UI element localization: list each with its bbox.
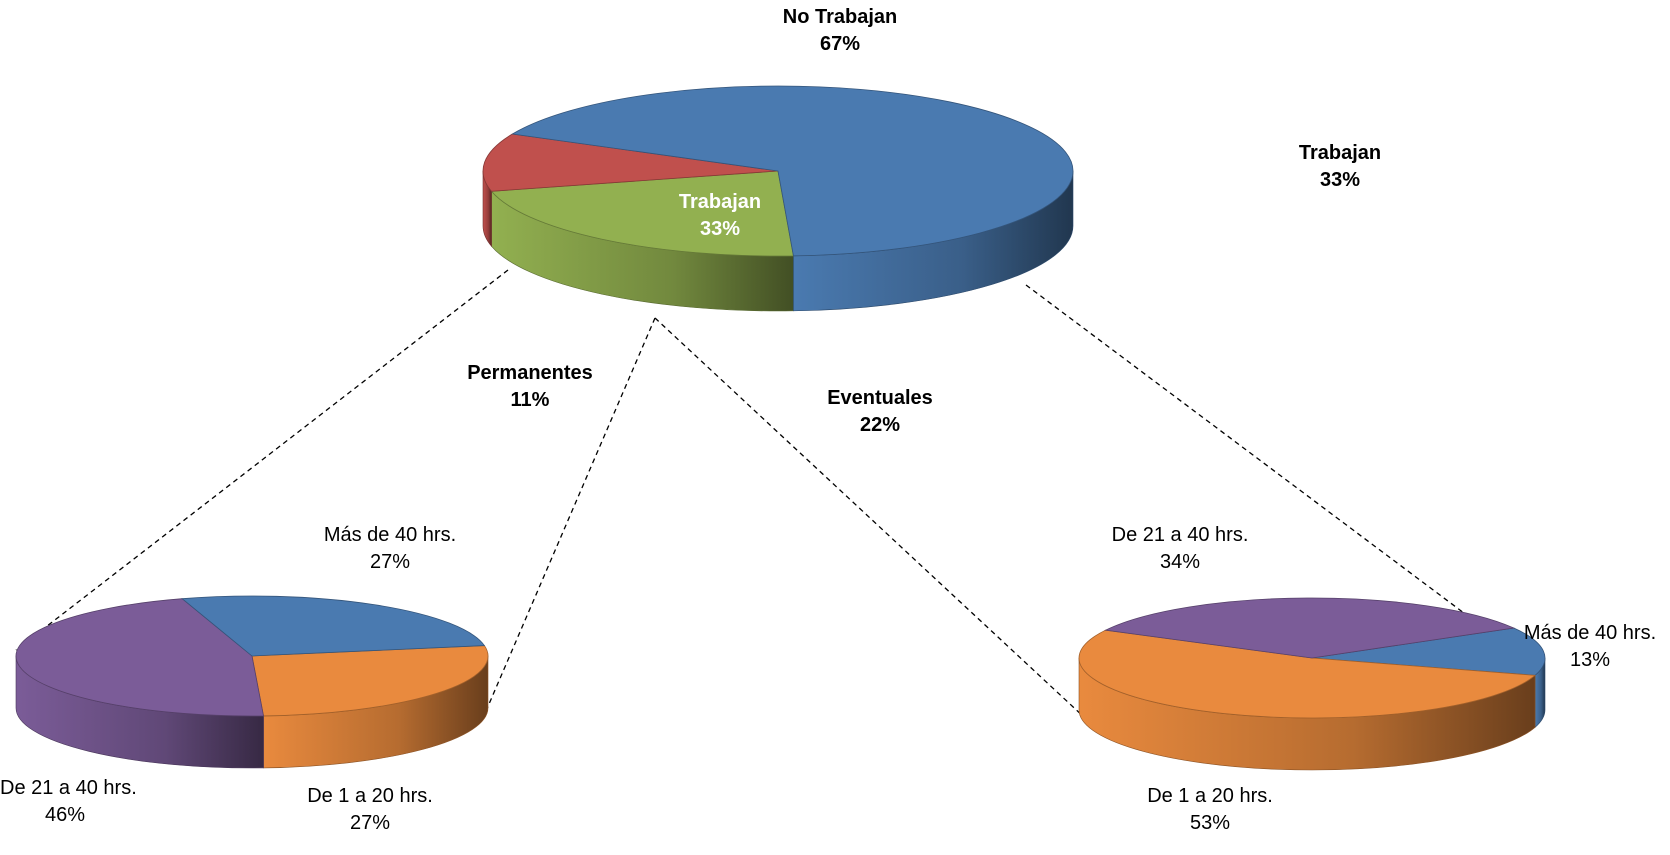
event-pie — [1078, 597, 1546, 771]
label-no-trabajan: No Trabajan 67% — [782, 6, 898, 55]
label-eventuales: Eventuales 22% — [827, 387, 933, 436]
label-perm-mas-40: Más de 40 hrs. 27% — [323, 524, 457, 573]
label-trabajan-outer: Trabajan 33% — [1298, 142, 1382, 191]
slice-perm-mas-40-top — [181, 595, 486, 657]
label-perm-1-20: De 1 a 20 hrs. 27% — [307, 785, 433, 834]
label-permanentes: Permanentes 11% — [467, 362, 593, 411]
label-event-mas-40: Más de 40 hrs. 13% — [1523, 622, 1657, 671]
slice-event-1-20-top — [1078, 629, 1537, 719]
connector-perm-left — [15, 269, 509, 651]
label-perm-21-40: De 21 a 40 hrs. 46% — [0, 777, 137, 826]
slice-event-mas-40-top — [1311, 627, 1546, 676]
slice-no-trabajan-top — [511, 85, 1074, 257]
slice-eventuales-top — [490, 170, 794, 257]
label-event-21-40: De 21 a 40 hrs. 34% — [1111, 524, 1249, 573]
connector-event-right — [1025, 284, 1521, 656]
slice-perm-1-20-top — [251, 645, 489, 717]
slice-perm-21-40-top — [15, 598, 265, 717]
connector-event-left — [654, 317, 1086, 719]
slice-event-21-40-top — [1104, 597, 1516, 659]
main-pie — [482, 85, 1074, 312]
connector-perm-right — [482, 317, 656, 719]
label-trabajan-inner: Trabajan 33% — [678, 191, 762, 240]
slice-permanentes-top — [482, 133, 779, 192]
label-event-1-20: De 1 a 20 hrs. 53% — [1147, 785, 1273, 834]
perm-pie — [15, 595, 489, 769]
